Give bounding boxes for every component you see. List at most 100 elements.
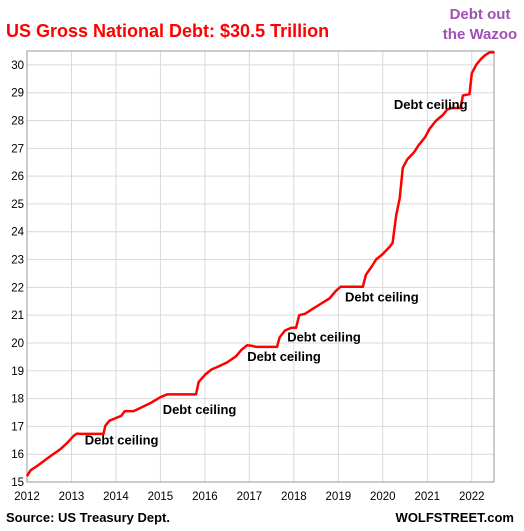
debt-data-point: [335, 289, 337, 292]
debt-data-point: [462, 94, 464, 97]
debt-data-point: [471, 72, 473, 74]
y-tick-label: 20: [11, 338, 24, 350]
debt-data-point: [398, 197, 401, 200]
x-tick-label: 2020: [370, 491, 396, 503]
debt-data-point: [197, 381, 200, 383]
y-tick-label: 26: [11, 171, 24, 183]
debt-data-point: [484, 54, 486, 56]
x-axis-ticks: 2012 2013 2014 2015 2016 2017 2018 2019 2020 2021…: [14, 491, 484, 503]
debt-data-point: [59, 448, 62, 451]
debt-data-point: [217, 365, 219, 368]
debt-data-point: [475, 64, 478, 66]
debt-data-point: [141, 406, 144, 408]
debt-series-line: [25, 51, 494, 477]
debt-data-point: [132, 410, 135, 412]
debt-data-point: [424, 136, 426, 138]
debt-data-point: [370, 265, 373, 268]
debt-ceiling-annotation: Debt ceiling: [345, 289, 419, 304]
x-tick-label: 2018: [281, 491, 307, 503]
debt-data-point: [72, 435, 75, 437]
debt-data-point: [226, 361, 228, 364]
debt-data-point: [339, 286, 342, 288]
debt-data-point: [344, 286, 346, 288]
debt-data-point: [304, 313, 306, 315]
debt-data-point: [76, 432, 78, 435]
debt-data-point: [295, 326, 297, 329]
x-tick-label: 2019: [326, 491, 352, 503]
debt-data-point: [319, 303, 322, 305]
y-axis-ticks: 15 16 17 18 19 20 21 22 23 24 25 26 27 28 29 30: [11, 60, 24, 489]
debt-data-point: [204, 374, 206, 376]
debt-data-point: [417, 144, 420, 147]
y-tick-label: 19: [11, 366, 24, 378]
y-tick-label: 17: [11, 421, 24, 433]
debt-ceiling-annotation: Debt ceiling: [287, 329, 361, 344]
debt-data-point: [276, 346, 278, 348]
debt-data-point: [435, 119, 438, 122]
x-tick-label: 2016: [192, 491, 218, 503]
y-tick-label: 23: [11, 255, 24, 267]
debt-data-point: [159, 396, 162, 399]
debt-data-point: [290, 326, 293, 329]
debt-data-point: [108, 420, 111, 422]
debt-data-point: [195, 393, 197, 396]
x-tick-label: 2014: [103, 491, 129, 503]
chart-title: US Gross National Debt: $30.5 Trillion: [6, 21, 329, 41]
debt-data-point: [150, 401, 153, 404]
debt-data-point: [127, 410, 130, 412]
x-tick-label: 2022: [459, 491, 485, 503]
debt-ceiling-annotation: Debt ceiling: [85, 433, 159, 448]
debt-data-point: [66, 442, 68, 444]
debt-ceiling-annotation: Debt ceiling: [163, 402, 237, 417]
x-tick-label: 2013: [59, 491, 85, 503]
debt-data-point: [298, 314, 301, 317]
plot-frame: [26, 50, 495, 483]
debt-data-point: [446, 108, 449, 111]
brand-label: WOLFSTREET.com: [396, 510, 514, 525]
debt-data-point: [29, 469, 32, 472]
debt-data-point: [428, 128, 431, 130]
debt-data-point: [120, 415, 123, 417]
debt-data-point: [115, 417, 117, 419]
debt-data-point: [79, 433, 82, 435]
debt-data-point: [406, 158, 409, 161]
corner-note-line-2: the Wazoo: [443, 26, 517, 43]
y-tick-label: 27: [11, 143, 24, 155]
corner-note-line-1: Debt out: [450, 6, 511, 23]
debt-data-point: [255, 346, 257, 348]
debt-data-point: [395, 214, 398, 216]
source-note: Source: US Treasury Dept.: [6, 510, 170, 525]
debt-data-point: [250, 344, 253, 347]
y-tick-label: 21: [11, 310, 24, 322]
debt-data-point: [362, 286, 364, 288]
y-tick-label: 22: [11, 282, 24, 294]
debt-data-point: [278, 336, 281, 339]
debt-data-point: [382, 253, 384, 255]
debt-ceiling-annotation: Debt ceiling: [247, 349, 321, 364]
debt-data-point: [246, 344, 248, 347]
debt-data-point: [488, 51, 491, 54]
debt-data-point: [210, 368, 213, 371]
debt-data-point: [479, 58, 482, 61]
x-tick-label: 2012: [14, 491, 40, 503]
debt-data-point: [102, 433, 105, 435]
debt-data-point: [166, 393, 168, 396]
x-tick-label: 2017: [237, 491, 263, 503]
debt-data-point: [391, 242, 394, 244]
debt-data-point: [235, 355, 237, 358]
debt-data-point: [468, 93, 471, 95]
y-tick-label: 15: [11, 477, 24, 489]
debt-data-point: [26, 475, 28, 477]
debt-data-point: [402, 167, 404, 169]
debt-data-point: [284, 329, 286, 332]
y-tick-label: 16: [11, 449, 24, 461]
debt-data-point: [450, 107, 453, 109]
debt-data-point: [124, 410, 126, 412]
debt-data-point: [388, 246, 391, 248]
y-tick-label: 24: [11, 227, 24, 239]
debt-data-point: [240, 349, 243, 351]
debt-data-point: [413, 151, 415, 154]
x-tick-label: 2021: [414, 491, 440, 503]
y-tick-label: 29: [11, 88, 24, 100]
